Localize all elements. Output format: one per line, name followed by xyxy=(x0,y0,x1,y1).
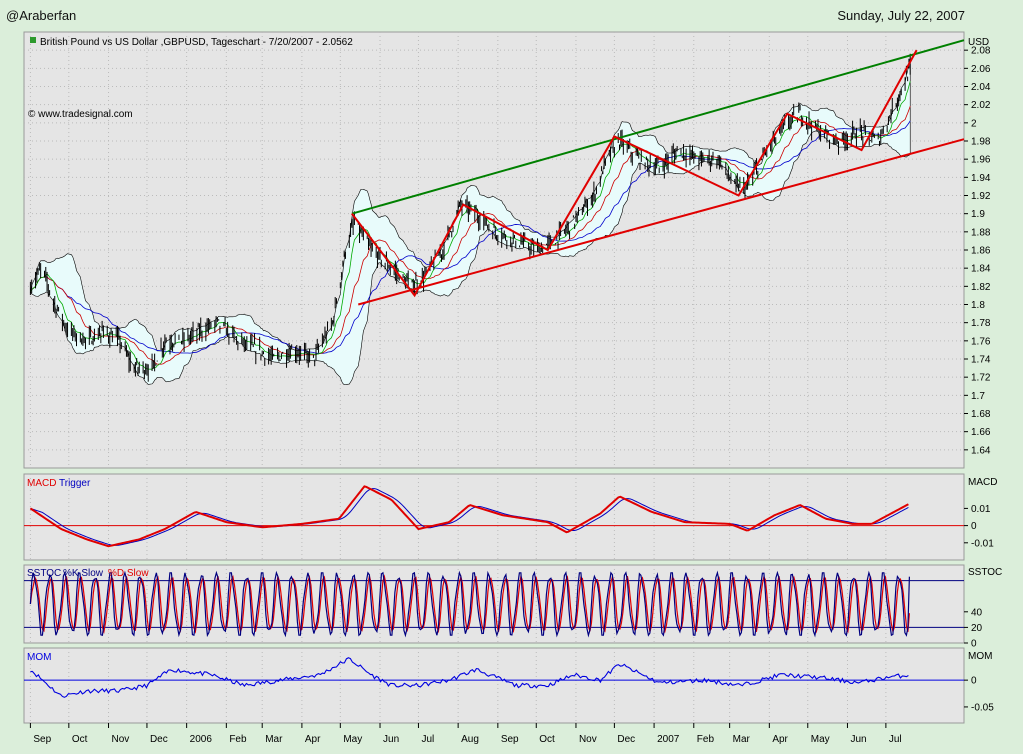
x-tick-label: Dec xyxy=(150,734,168,745)
y-tick-label: -0.01 xyxy=(971,538,994,549)
y-tick-label: 40 xyxy=(971,607,983,618)
sstoc-legend-title: SSTOC xyxy=(27,568,61,579)
y-tick-label: 0 xyxy=(971,676,977,687)
ma-red xyxy=(30,106,911,365)
sstoc-legend-k: %K Slow xyxy=(63,568,104,579)
x-tick-label: Feb xyxy=(697,734,715,745)
x-tick-label: Mar xyxy=(265,734,283,745)
mom-unit-label: MOM xyxy=(968,651,992,662)
y-tick-label: 1.86 xyxy=(971,246,991,257)
y-tick-label: 1.84 xyxy=(971,264,991,275)
mom-panel xyxy=(23,647,965,724)
y-tick-label: 1.66 xyxy=(971,427,991,438)
y-tick-label: 1.94 xyxy=(971,173,991,184)
y-tick-label: 1.72 xyxy=(971,373,991,384)
y-tick-label: 1.68 xyxy=(971,409,991,420)
bollinger-band xyxy=(30,58,911,385)
y-tick-label: 1.98 xyxy=(971,137,991,148)
price-panel xyxy=(23,31,965,469)
x-tick-label: Nov xyxy=(579,734,597,745)
macd-unit-label: MACD xyxy=(968,477,997,488)
y-tick-label: 2.06 xyxy=(971,64,991,75)
y-tick-label: 0 xyxy=(971,639,977,650)
macd-panel xyxy=(23,473,965,561)
x-tick-label: 2007 xyxy=(657,734,680,745)
x-tick-label: 2006 xyxy=(190,734,213,745)
header-left-text: @Araberfan xyxy=(6,8,77,23)
x-tick-label: Oct xyxy=(539,734,555,745)
y-tick-label: 1.64 xyxy=(971,445,991,456)
x-tick-label: Mar xyxy=(733,734,751,745)
y-tick-label: 1.74 xyxy=(971,355,991,366)
price-title: British Pound vs US Dollar ,GBPUSD, Tage… xyxy=(40,37,353,48)
y-tick-label: 1.78 xyxy=(971,318,991,329)
macd-legend-macd: MACD xyxy=(27,478,56,489)
x-tick-label: Jul xyxy=(889,734,902,745)
y-tick-label: 1.7 xyxy=(971,391,985,402)
y-tick-label: 0 xyxy=(971,521,977,532)
y-tick-label: 1.8 xyxy=(971,300,985,311)
x-tick-label: Apr xyxy=(305,734,321,745)
macd-legend-trigger: Trigger xyxy=(59,478,91,489)
y-tick-label: -0.05 xyxy=(971,702,994,713)
mom-line xyxy=(30,657,909,698)
price-unit-label: USD xyxy=(968,37,989,48)
y-tick-label: 1.92 xyxy=(971,191,991,202)
y-tick-label: 2 xyxy=(971,118,977,129)
x-tick-label: Sep xyxy=(33,734,51,745)
sstoc-legend-d: %D Slow xyxy=(108,568,149,579)
y-tick-label: 0.01 xyxy=(971,504,991,515)
x-tick-label: Sep xyxy=(501,734,519,745)
x-tick-label: Apr xyxy=(772,734,788,745)
header-date: Sunday, July 22, 2007 xyxy=(837,8,965,23)
y-tick-label: 20 xyxy=(971,623,983,634)
x-tick-label: Nov xyxy=(112,734,130,745)
trendline-zigzag xyxy=(351,49,918,298)
ma-blue xyxy=(30,120,911,354)
macd-trigger-line xyxy=(30,488,909,546)
y-tick-label: 2.08 xyxy=(971,46,991,57)
x-tick-label: Oct xyxy=(72,734,88,745)
sstoc-unit-label: SSTOC xyxy=(968,567,1002,578)
x-tick-label: Jun xyxy=(383,734,399,745)
y-tick-label: 1.96 xyxy=(971,155,991,166)
x-tick-label: May xyxy=(343,734,362,745)
y-tick-label: 1.82 xyxy=(971,282,991,293)
mom-legend-title: MOM xyxy=(27,652,51,663)
x-tick-label: Feb xyxy=(229,734,247,745)
y-tick-label: 2.02 xyxy=(971,100,991,111)
sstoc-k-line xyxy=(29,570,911,638)
y-tick-label: 2.04 xyxy=(971,82,991,93)
x-tick-label: Aug xyxy=(461,734,479,745)
sstoc-d-line xyxy=(29,573,911,635)
x-tick-label: Jul xyxy=(421,734,434,745)
trendline-upper-channel xyxy=(351,39,965,215)
watermark: © www.tradesignal.com xyxy=(28,109,133,120)
y-tick-label: 1.76 xyxy=(971,336,991,347)
y-tick-label: 1.88 xyxy=(971,227,991,238)
trendline-lower-channel xyxy=(357,138,965,306)
x-tick-label: Dec xyxy=(617,734,635,745)
price-legend-swatch xyxy=(30,37,36,43)
y-tick-label: 1.9 xyxy=(971,209,985,220)
x-tick-label: May xyxy=(811,734,830,745)
ma-green xyxy=(30,81,911,370)
macd-line xyxy=(29,485,909,548)
x-tick-label: Jun xyxy=(850,734,866,745)
